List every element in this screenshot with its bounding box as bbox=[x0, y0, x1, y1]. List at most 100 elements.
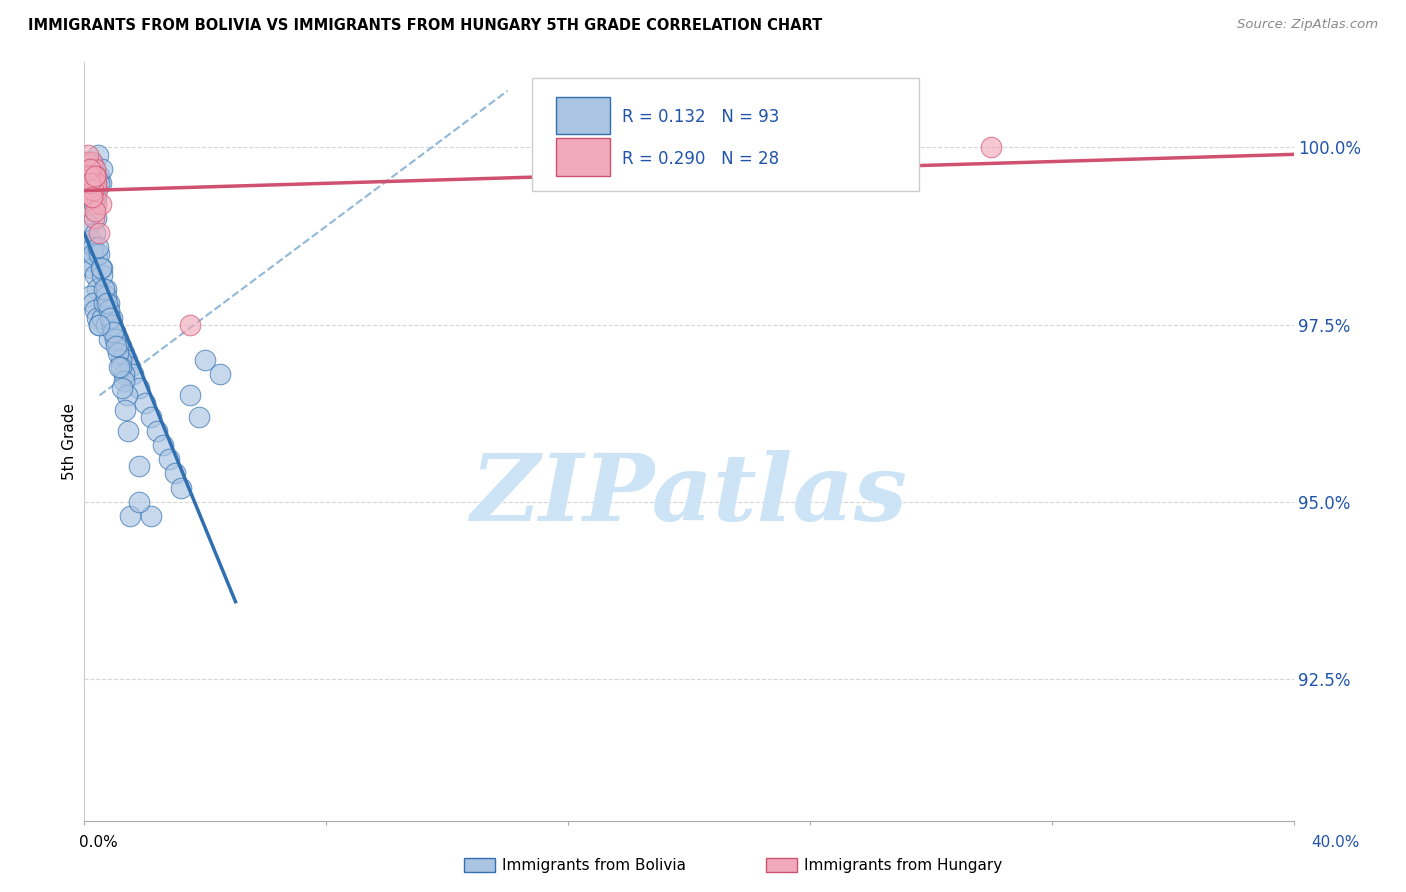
Y-axis label: 5th Grade: 5th Grade bbox=[62, 403, 77, 480]
Point bbox=[83, 211, 105, 226]
Point bbox=[104, 325, 127, 339]
Point bbox=[107, 332, 129, 346]
Point bbox=[79, 253, 101, 268]
Point bbox=[118, 508, 141, 523]
Point bbox=[194, 353, 217, 368]
Point bbox=[134, 395, 156, 409]
Point bbox=[146, 424, 169, 438]
Point bbox=[79, 176, 101, 190]
Point bbox=[82, 246, 104, 260]
Point bbox=[89, 169, 111, 183]
Point bbox=[84, 161, 107, 176]
Point bbox=[139, 409, 162, 424]
Point bbox=[77, 161, 100, 176]
Point bbox=[86, 169, 108, 183]
Point bbox=[209, 368, 232, 382]
Point bbox=[118, 360, 141, 375]
Point bbox=[107, 339, 129, 353]
Point bbox=[79, 161, 101, 176]
Point bbox=[77, 147, 100, 161]
Point bbox=[128, 459, 150, 474]
Point bbox=[80, 169, 103, 183]
Point bbox=[100, 310, 122, 325]
Point bbox=[80, 154, 103, 169]
Point bbox=[84, 226, 107, 240]
Point bbox=[79, 161, 101, 176]
Point bbox=[80, 190, 103, 204]
FancyBboxPatch shape bbox=[531, 78, 918, 191]
Point bbox=[91, 268, 114, 282]
Text: IMMIGRANTS FROM BOLIVIA VS IMMIGRANTS FROM HUNGARY 5TH GRADE CORRELATION CHART: IMMIGRANTS FROM BOLIVIA VS IMMIGRANTS FR… bbox=[28, 18, 823, 33]
Point bbox=[91, 260, 114, 275]
Text: R = 0.290   N = 28: R = 0.290 N = 28 bbox=[623, 150, 779, 168]
Point bbox=[83, 176, 105, 190]
Point bbox=[104, 325, 127, 339]
Point bbox=[84, 303, 107, 318]
Point bbox=[112, 368, 135, 382]
Point bbox=[80, 233, 103, 247]
FancyBboxPatch shape bbox=[555, 96, 610, 135]
Point bbox=[80, 154, 103, 169]
FancyBboxPatch shape bbox=[555, 138, 610, 177]
Point bbox=[76, 154, 98, 169]
Point bbox=[110, 339, 132, 353]
Point bbox=[110, 353, 132, 368]
Point bbox=[179, 318, 201, 332]
Point bbox=[114, 402, 136, 417]
Point bbox=[128, 381, 150, 395]
Point bbox=[179, 388, 201, 402]
Point bbox=[89, 246, 111, 260]
Point bbox=[90, 310, 112, 325]
Point bbox=[82, 169, 104, 183]
Point bbox=[87, 147, 110, 161]
Point bbox=[83, 197, 105, 211]
Point bbox=[84, 204, 107, 219]
Point bbox=[79, 169, 101, 183]
Point bbox=[111, 381, 134, 395]
Point bbox=[89, 176, 111, 190]
Text: ZIPatlas: ZIPatlas bbox=[471, 450, 907, 540]
Point bbox=[112, 374, 135, 388]
Point bbox=[86, 176, 108, 190]
Point bbox=[170, 481, 193, 495]
Point bbox=[91, 161, 114, 176]
Point bbox=[108, 360, 131, 375]
Point bbox=[82, 190, 104, 204]
Point bbox=[86, 310, 108, 325]
Point bbox=[128, 495, 150, 509]
Point bbox=[104, 332, 127, 346]
Point bbox=[86, 190, 108, 204]
Point bbox=[77, 154, 100, 169]
Point bbox=[157, 452, 180, 467]
Point bbox=[105, 339, 128, 353]
Point bbox=[115, 388, 138, 402]
Text: 40.0%: 40.0% bbox=[1312, 836, 1360, 850]
Point bbox=[84, 211, 107, 226]
Text: R = 0.132   N = 93: R = 0.132 N = 93 bbox=[623, 108, 780, 126]
Point bbox=[82, 240, 104, 254]
Point bbox=[82, 176, 104, 190]
Point bbox=[86, 176, 108, 190]
Point bbox=[100, 318, 122, 332]
Point bbox=[100, 318, 122, 332]
Point bbox=[139, 508, 162, 523]
Point bbox=[82, 169, 104, 183]
Point bbox=[188, 409, 211, 424]
Point bbox=[90, 176, 112, 190]
Point bbox=[93, 296, 115, 310]
Point bbox=[101, 325, 124, 339]
Point bbox=[79, 176, 101, 190]
Text: 0.0%: 0.0% bbox=[79, 836, 118, 850]
Point bbox=[112, 346, 135, 360]
Point bbox=[96, 296, 118, 310]
Point bbox=[110, 360, 132, 375]
Point bbox=[77, 161, 100, 176]
Point bbox=[90, 260, 112, 275]
Point bbox=[93, 282, 115, 296]
Point bbox=[80, 190, 103, 204]
Point bbox=[77, 219, 100, 233]
Text: Immigrants from Bolivia: Immigrants from Bolivia bbox=[502, 858, 686, 872]
Point bbox=[87, 240, 110, 254]
Point bbox=[107, 346, 129, 360]
Text: Immigrants from Hungary: Immigrants from Hungary bbox=[804, 858, 1002, 872]
